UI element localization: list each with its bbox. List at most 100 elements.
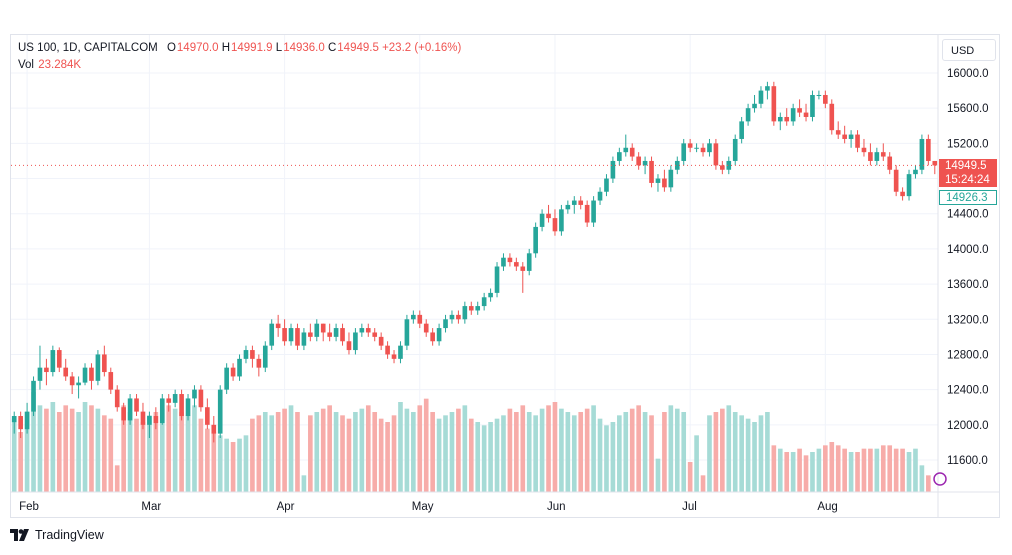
- candle-body: [520, 267, 525, 271]
- change-value: +23.2 (+0.16%): [382, 42, 461, 54]
- candle-body: [784, 117, 789, 121]
- symbol-title[interactable]: US 100, 1D, CAPITALCOM: [18, 42, 158, 54]
- volume-bar: [237, 439, 242, 492]
- volume-bar: [578, 412, 583, 492]
- y-tick-label: 14400.0: [947, 209, 989, 221]
- candle-body: [572, 201, 577, 205]
- volume-bar: [314, 412, 319, 492]
- volume-bar: [520, 405, 525, 492]
- candle-body: [495, 267, 500, 293]
- volume-bar: [199, 419, 204, 492]
- candle-body: [89, 368, 94, 381]
- volume-bar: [417, 405, 422, 492]
- volume-bar: [372, 412, 377, 492]
- candlestick-chart[interactable]: 11600.012000.012400.012800.013200.013600…: [0, 0, 1012, 555]
- candle-body: [25, 412, 30, 430]
- volume-bar: [649, 415, 654, 492]
- candle-body: [804, 113, 809, 117]
- candle-body: [115, 390, 120, 408]
- candle-body: [314, 324, 319, 337]
- candle-body: [128, 398, 133, 420]
- x-tick-label: Jul: [682, 501, 697, 513]
- volume-bar: [269, 415, 274, 492]
- volume-bar: [340, 415, 345, 492]
- candle-body: [411, 315, 416, 319]
- candle-body: [51, 350, 56, 372]
- volume-bar: [900, 449, 905, 492]
- candle-body: [38, 368, 43, 381]
- candle-body: [623, 148, 628, 152]
- currency-button[interactable]: USD: [942, 39, 996, 61]
- volume-bar: [514, 412, 519, 492]
- candle-body: [398, 346, 403, 359]
- volume-bar: [360, 409, 365, 492]
- volume-bar: [862, 449, 867, 492]
- volume-bar: [907, 452, 912, 492]
- candle-body: [276, 324, 281, 328]
- candle-body: [334, 328, 339, 337]
- volume-bar: [920, 465, 925, 492]
- volume-bar: [720, 409, 725, 492]
- price-axis[interactable]: 11600.0 12000.0 12400.0 12800.0 13200.0 13600…: [938, 35, 989, 518]
- volume-bar: [475, 422, 480, 492]
- volume-bar: [501, 415, 506, 492]
- candle-body: [192, 390, 197, 399]
- volume-bar: [643, 412, 648, 492]
- time-axis[interactable]: Feb Mar Apr May Jun Jul Aug: [11, 492, 999, 513]
- candle-body: [701, 148, 706, 152]
- candle-body: [263, 346, 268, 368]
- volume-bar: [759, 415, 764, 492]
- y-tick-label: 15200.0: [947, 138, 989, 150]
- volume-bar: [186, 415, 191, 492]
- volume-bar: [726, 405, 731, 492]
- volume-legend: Vol 23.284K: [18, 57, 461, 74]
- candle-body: [875, 152, 880, 161]
- candle-body: [772, 86, 777, 121]
- candle-body: [63, 368, 68, 377]
- volume-bar: [765, 412, 770, 492]
- candle-body: [121, 407, 126, 420]
- volume-bar: [611, 422, 616, 492]
- candle-body: [630, 148, 635, 157]
- y-tick-label: 12800.0: [947, 349, 989, 361]
- volume-bar: [327, 405, 332, 492]
- volume-bar: [166, 405, 171, 492]
- volume-bar: [913, 449, 918, 492]
- candle-body: [643, 161, 648, 165]
- candle-body: [540, 214, 545, 227]
- volume-bar: [83, 402, 88, 492]
- volume-bar: [482, 425, 487, 492]
- candle-body: [360, 328, 365, 332]
- tradingview-logo[interactable]: TradingView: [10, 528, 104, 542]
- volume-bar: [842, 449, 847, 492]
- volume-bar: [636, 405, 641, 492]
- candle-body: [778, 117, 783, 121]
- volume-bar: [855, 452, 860, 492]
- candle-body: [141, 412, 146, 425]
- candle-body: [44, 368, 49, 372]
- candle-body: [340, 328, 345, 341]
- volume-bar: [115, 465, 120, 492]
- candle-body: [186, 398, 191, 416]
- candle-body: [18, 416, 23, 429]
- volume-bar: [688, 462, 693, 492]
- candle-body: [405, 319, 410, 345]
- candle-body: [244, 350, 249, 359]
- x-tick-label: Apr: [277, 501, 295, 513]
- scroll-to-realtime-icon[interactable]: [934, 473, 946, 485]
- volume-bar: [540, 409, 545, 492]
- volume-bar: [604, 425, 609, 492]
- candle-body: [154, 416, 159, 423]
- candle-body: [907, 174, 912, 196]
- volume-bar: [733, 412, 738, 492]
- volume-bar: [675, 409, 680, 492]
- candle-body: [224, 368, 229, 390]
- volume-bar: [585, 409, 590, 492]
- volume-bar: [469, 419, 474, 492]
- y-tick-label: 12400.0: [947, 385, 989, 397]
- candle-body: [681, 143, 686, 161]
- volume-bar: [752, 422, 757, 492]
- candle-body: [752, 104, 757, 108]
- volume-bar: [559, 409, 564, 492]
- volume-bar: [308, 415, 313, 492]
